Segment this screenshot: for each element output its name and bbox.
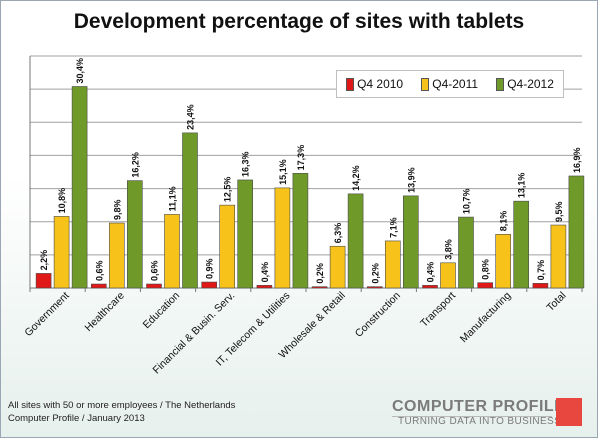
bar <box>237 179 253 289</box>
bar <box>109 222 125 289</box>
bar-value-label: 7,1% <box>388 217 398 238</box>
bar-value-label: 8,1% <box>499 211 509 232</box>
bar-value-label: 13,9% <box>406 167 416 193</box>
bar-value-label: 11,1% <box>168 186 178 211</box>
bar <box>274 187 291 289</box>
logo-tagline: TURNING DATA INTO BUSINESS <box>398 416 562 427</box>
bar <box>402 195 419 289</box>
bar <box>146 283 162 289</box>
bar-value-label: 0,4% <box>260 262 270 283</box>
chart-legend: Q4 2010 Q4-2011 Q4-2012 <box>336 70 564 98</box>
bar-value-label: 0,6% <box>150 261 160 282</box>
bar-value-label: 0,8% <box>481 259 491 280</box>
bar <box>384 240 401 289</box>
bar <box>329 245 346 289</box>
bar-value-label: 23,4% <box>186 104 196 130</box>
bar <box>292 173 309 289</box>
bar-value-label: 12,5% <box>223 177 233 203</box>
bar <box>422 285 438 289</box>
legend-label-q4-2012: Q4-2012 <box>507 77 554 91</box>
bar <box>53 216 70 289</box>
bar-value-label: 3,8% <box>444 239 454 260</box>
logo-name: COMPUTER PROFILE <box>392 398 566 415</box>
legend-label-q4-2010: Q4 2010 <box>357 77 404 91</box>
bar <box>127 180 143 289</box>
bar <box>164 214 180 289</box>
category-label: Construction <box>353 290 403 340</box>
bar <box>91 283 107 289</box>
bar-value-label: 0,7% <box>536 260 546 281</box>
bar <box>311 286 328 289</box>
legend-swatch-q4-2010 <box>346 77 355 91</box>
category-label: Transport <box>418 290 458 330</box>
category-label: Education <box>141 290 183 332</box>
bar <box>347 193 364 289</box>
bar-value-label: 15,1% <box>278 159 288 185</box>
bar <box>219 204 235 289</box>
bar-value-label: 17,3% <box>296 145 306 171</box>
bar-value-label: 0,2% <box>370 263 380 284</box>
bar <box>495 234 512 289</box>
bar-value-label: 0,9% <box>205 259 215 280</box>
bar-value-label: 14,2% <box>351 165 361 191</box>
bar <box>71 86 88 289</box>
bar <box>458 216 474 289</box>
chart-title: Development percentage of sites with tab… <box>73 10 525 33</box>
bar <box>477 282 494 289</box>
bar <box>532 283 549 289</box>
legend-swatch-q4-2012 <box>496 77 505 91</box>
bar-value-label: 10,7% <box>462 189 472 215</box>
legend-item-q4-2011: Q4-2011 <box>421 77 478 91</box>
bar <box>440 262 456 289</box>
bar <box>256 285 273 289</box>
footer-line-2: Computer Profile / January 2013 <box>8 413 145 424</box>
bar <box>550 224 567 289</box>
legend-item-q4-2012: Q4-2012 <box>496 77 554 91</box>
bar-value-label: 13,1% <box>517 173 527 199</box>
footer-note: All sites with 50 or more employees / Th… <box>8 399 235 425</box>
legend-label-q4-2011: Q4-2011 <box>432 77 479 91</box>
bar-value-label: 0,2% <box>315 263 325 284</box>
legend-item-q4-2010: Q4 2010 <box>346 77 403 91</box>
bar <box>182 132 198 289</box>
bar <box>568 175 585 289</box>
category-label: Healthcare <box>83 290 128 335</box>
logo-mark <box>556 398 582 426</box>
bar-value-label: 0,4% <box>426 262 436 283</box>
bar <box>35 273 52 289</box>
bar <box>366 286 383 289</box>
footer-line-1: All sites with 50 or more employees / Th… <box>8 400 236 411</box>
bar-value-label: 0,6% <box>94 261 104 282</box>
bar-value-label: 16,9% <box>572 147 582 173</box>
category-label: Manufacturing <box>458 290 514 346</box>
bar <box>513 200 530 289</box>
bar-value-label: 10,8% <box>57 188 67 214</box>
bar-value-label: 16,2% <box>130 152 140 178</box>
bar-value-label: 16,3% <box>241 151 251 177</box>
legend-swatch-q4-2011 <box>421 77 430 91</box>
bar-value-label: 2,2% <box>39 250 49 271</box>
category-label: Government <box>22 290 71 339</box>
logo-divider <box>392 416 552 417</box>
bar-value-label: 9,5% <box>554 202 564 223</box>
bar-value-label: 30,4% <box>75 58 85 84</box>
category-label: Total <box>544 290 568 314</box>
bar <box>201 281 217 289</box>
bar-value-label: 9,8% <box>112 200 122 221</box>
bar-value-label: 6,3% <box>333 223 343 244</box>
